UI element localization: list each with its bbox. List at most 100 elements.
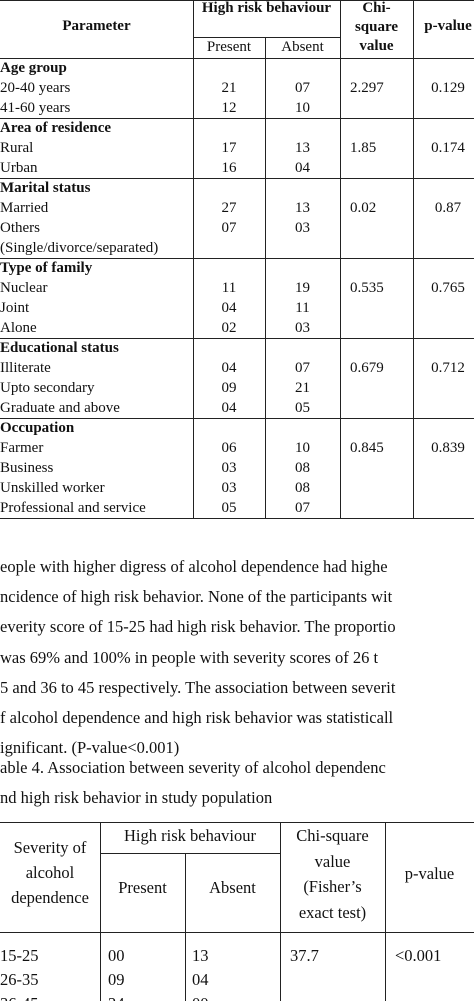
- cell: 08: [295, 480, 310, 496]
- cell: 13: [295, 140, 310, 156]
- cell: 06: [221, 440, 237, 456]
- header: p-value: [424, 18, 472, 34]
- header: (Fisher’s: [303, 877, 362, 896]
- header: Chi-square: [296, 826, 369, 845]
- cell: 0.845: [350, 440, 384, 456]
- rule: [0, 258, 474, 259]
- rule: [265, 37, 266, 518]
- header: value: [314, 851, 351, 871]
- rule: [340, 0, 341, 518]
- cell: 2.297: [350, 80, 384, 96]
- cell: Business: [0, 460, 54, 476]
- cell: 04: [221, 300, 237, 316]
- cell: 19: [295, 280, 310, 296]
- header: square: [354, 19, 399, 35]
- cell: Married: [0, 200, 49, 216]
- header: High risk behaviour: [201, 0, 332, 16]
- cell: 1.85: [350, 140, 377, 156]
- cell: Graduate and above: [0, 400, 120, 416]
- rule: [385, 822, 386, 1001]
- cell: 07: [295, 80, 310, 96]
- cell: 09: [221, 380, 237, 396]
- rule: [100, 853, 280, 854]
- cell: Nuclear: [0, 280, 48, 296]
- group-title: Educational status: [0, 340, 119, 356]
- cell: 03: [221, 480, 237, 496]
- header: Parameter: [62, 18, 131, 34]
- paragraph-line: ncidence of high risk behavior. None of …: [0, 587, 393, 607]
- cell: <0.001: [395, 946, 442, 965]
- cell: 03: [295, 220, 310, 236]
- group-title: Type of family: [0, 260, 93, 276]
- cell: 13: [295, 200, 310, 216]
- cell: 36-45: [0, 994, 39, 1001]
- header: p-value: [404, 864, 455, 883]
- rule: [0, 178, 474, 179]
- header: Present: [206, 39, 252, 55]
- cell: 11: [221, 280, 237, 296]
- rule: [413, 0, 414, 518]
- header: Severity of: [13, 838, 87, 857]
- header: dependence: [11, 888, 89, 907]
- header: Present: [118, 878, 167, 897]
- rule: [280, 822, 281, 1001]
- cell: 07: [295, 500, 310, 516]
- paragraph-line: 5 and 36 to 45 respectively. The associa…: [0, 677, 396, 697]
- cell: Joint: [0, 300, 30, 316]
- cell: 0.129: [431, 80, 465, 96]
- paragraph-line: was 69% and 100% in people with severity…: [0, 647, 379, 667]
- rule: [0, 932, 474, 933]
- rule: [0, 518, 474, 519]
- cell: 0.712: [431, 360, 465, 376]
- cell: 13: [192, 946, 209, 965]
- rule: [100, 822, 101, 1001]
- header: alcohol: [25, 863, 75, 882]
- cell: 21: [221, 80, 237, 96]
- cell: 0.87: [434, 200, 462, 216]
- rule: [0, 0, 474, 1]
- header: Absent: [209, 878, 256, 897]
- caption-line: able 4. Association between severity of …: [0, 758, 386, 777]
- cell: Professional and service: [0, 500, 146, 516]
- group-title: Area of residence: [0, 120, 112, 136]
- paragraph-line: ignificant. (P-value<0.001): [0, 738, 180, 758]
- header: Absent: [281, 39, 324, 55]
- cell: 03: [295, 320, 310, 336]
- cell: (Single/divorce/separated): [0, 240, 159, 256]
- cell: 07: [295, 360, 310, 376]
- group-title: Age group: [0, 60, 67, 76]
- header: Chi-: [362, 0, 391, 16]
- cell: 0.679: [350, 360, 384, 376]
- group-title: Occupation: [0, 420, 75, 436]
- cell: 10: [295, 440, 310, 456]
- cell: 16: [221, 160, 237, 176]
- cell: Unskilled worker: [0, 480, 105, 496]
- cell: 04: [221, 400, 237, 416]
- cell: 11: [295, 300, 310, 316]
- paragraph-line: f alcohol dependence and high risk behav…: [0, 708, 394, 727]
- cell: 21: [295, 380, 310, 396]
- cell: Others: [0, 220, 40, 236]
- cell: 05: [221, 500, 237, 516]
- rule: [0, 58, 474, 59]
- paragraph-line: everity score of 15-25 had high risk beh…: [0, 617, 396, 637]
- cell: 10: [295, 100, 310, 116]
- cell: 0.839: [431, 440, 465, 456]
- rule: [0, 418, 474, 419]
- rule: [193, 0, 194, 518]
- cell: Alone: [0, 320, 37, 336]
- cell: 41-60 years: [0, 100, 71, 116]
- cell: 37.7: [290, 946, 319, 965]
- cell: Illiterate: [0, 360, 51, 376]
- cell: Rural: [0, 140, 34, 156]
- header: value: [359, 38, 394, 54]
- cell: 04: [221, 360, 237, 376]
- cell: Urban: [0, 160, 38, 176]
- cell: 03: [221, 460, 237, 476]
- cell: 17: [221, 140, 237, 156]
- group-title: Marital status: [0, 180, 91, 196]
- cell: 00: [108, 946, 125, 965]
- cell: 24: [108, 994, 125, 1001]
- rule: [0, 822, 474, 823]
